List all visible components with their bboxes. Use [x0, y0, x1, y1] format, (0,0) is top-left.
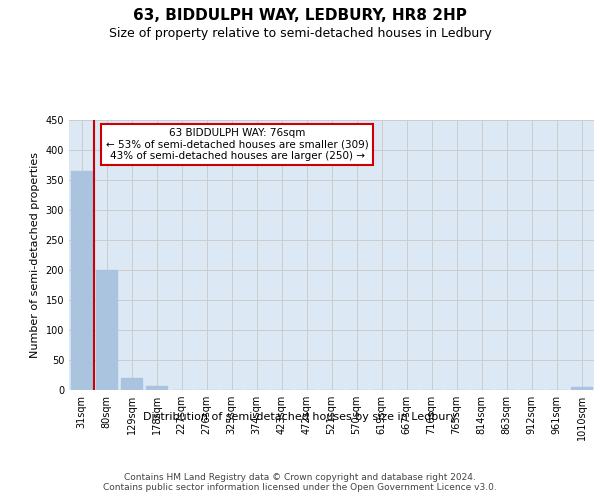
Text: Contains HM Land Registry data © Crown copyright and database right 2024.
Contai: Contains HM Land Registry data © Crown c… — [103, 472, 497, 492]
Text: 63, BIDDULPH WAY, LEDBURY, HR8 2HP: 63, BIDDULPH WAY, LEDBURY, HR8 2HP — [133, 8, 467, 22]
Text: Distribution of semi-detached houses by size in Ledbury: Distribution of semi-detached houses by … — [143, 412, 457, 422]
Y-axis label: Number of semi-detached properties: Number of semi-detached properties — [30, 152, 40, 358]
Bar — [96, 270, 117, 390]
Text: Size of property relative to semi-detached houses in Ledbury: Size of property relative to semi-detach… — [109, 28, 491, 40]
Bar — [571, 387, 592, 390]
Bar — [146, 386, 167, 390]
Bar — [121, 378, 142, 390]
Bar — [71, 171, 92, 390]
Text: 63 BIDDULPH WAY: 76sqm
← 53% of semi-detached houses are smaller (309)
43% of se: 63 BIDDULPH WAY: 76sqm ← 53% of semi-det… — [106, 128, 368, 162]
